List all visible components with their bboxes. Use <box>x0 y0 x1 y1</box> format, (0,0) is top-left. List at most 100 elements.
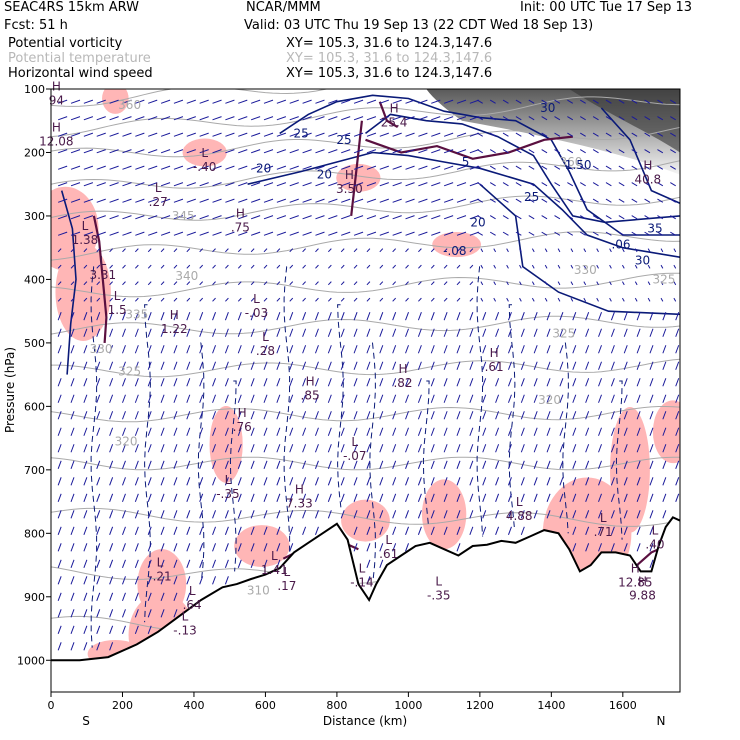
wind-vector <box>122 345 126 354</box>
wind-vector <box>57 510 62 519</box>
wind-vector <box>276 132 287 137</box>
wind-vector <box>417 493 422 502</box>
wind-vector <box>533 510 538 519</box>
wind-vector <box>456 99 467 104</box>
wind-vector <box>302 132 312 137</box>
wind-vector <box>392 248 397 253</box>
wind-vector <box>147 411 152 420</box>
wind-vector <box>533 411 538 420</box>
wind-vector <box>263 231 274 236</box>
wind-vector <box>237 328 242 337</box>
wind-vector <box>250 99 261 104</box>
wind-vector <box>160 312 165 321</box>
wind-vector <box>618 149 625 154</box>
wind-vector <box>392 361 397 370</box>
wind-vector <box>328 182 338 187</box>
wind-vector <box>480 297 484 302</box>
x-tick-label: 600 <box>255 699 276 712</box>
wind-vector <box>515 132 522 137</box>
wind-vector <box>515 215 522 220</box>
wind-vector <box>186 215 196 220</box>
wind-vector <box>96 526 101 535</box>
wind-vector <box>353 493 358 502</box>
wind-vector <box>456 215 467 220</box>
wind-vector <box>212 477 217 486</box>
wind-vector <box>212 215 222 220</box>
wind-vector <box>328 231 338 236</box>
wind-vector <box>83 592 88 601</box>
wind-vector <box>495 477 500 486</box>
wind-vector <box>96 592 101 601</box>
wind-vector <box>96 493 101 502</box>
wind-vector <box>70 592 75 601</box>
wind-vector <box>431 182 441 187</box>
x-axis-north-label: N <box>657 714 666 728</box>
wind-vector <box>70 559 75 568</box>
pv-extremum-value-label: -.07 <box>343 449 366 463</box>
wind-vector <box>327 510 332 519</box>
wind-speed-dashed-contour <box>422 380 430 524</box>
wind-vector <box>579 198 586 203</box>
wind-vector <box>70 281 75 286</box>
wind-contour-label: 25 <box>524 190 539 204</box>
wind-vector <box>148 182 158 187</box>
wind-vector <box>644 132 651 137</box>
wind-vector <box>263 394 268 403</box>
wind-vector <box>96 99 106 104</box>
wind-vector <box>443 427 448 436</box>
wind-vector <box>533 427 538 436</box>
forecast-hour-label: Fcst: 51 h <box>4 18 68 33</box>
wind-vector <box>366 231 377 236</box>
theta-contour-label: 360 <box>560 155 583 169</box>
wind-vector <box>559 460 564 469</box>
wind-vector <box>70 477 75 486</box>
wind-vector <box>70 132 81 137</box>
wind-vector <box>495 526 500 535</box>
wind-vector <box>134 378 139 387</box>
wind-vector <box>585 394 590 403</box>
wind-vector <box>224 543 229 552</box>
wind-vector <box>636 328 641 337</box>
wind-vector <box>263 99 274 104</box>
wind-vector <box>567 149 574 154</box>
wind-vector <box>670 231 676 236</box>
wind-vector <box>250 165 261 170</box>
wind-vector <box>482 427 487 436</box>
wind-vector <box>340 264 345 269</box>
wind-vector <box>134 411 139 420</box>
wind-vector <box>340 312 345 321</box>
wind-vector <box>430 328 435 337</box>
wind-vector <box>417 312 422 321</box>
wind-vector <box>489 149 496 154</box>
wind-vector <box>443 248 448 253</box>
wind-vector <box>675 345 680 354</box>
wind-vector <box>199 427 204 436</box>
wind-vector <box>237 510 242 519</box>
wind-vector <box>585 526 590 535</box>
wind-vector <box>405 231 415 236</box>
theta-contour-label: 330 <box>574 263 597 277</box>
wind-vector <box>559 312 564 321</box>
wind-vector <box>430 297 435 302</box>
wind-vector <box>392 198 402 203</box>
wind-vector <box>122 281 126 286</box>
wind-vector <box>160 510 165 519</box>
pv-extremum-type-label: H <box>345 168 354 182</box>
wind-vector <box>70 328 75 337</box>
wind-vector <box>469 378 474 387</box>
wind-vector <box>405 281 409 286</box>
model-label: SEAC4RS 15km ARW <box>4 0 140 15</box>
wind-vector <box>634 281 638 286</box>
wind-vector <box>528 132 535 137</box>
wind-vector <box>134 312 139 321</box>
y-tick-label: 900 <box>24 591 45 604</box>
wind-vector <box>199 182 209 187</box>
wind-vector <box>507 361 512 370</box>
wind-vector <box>405 264 409 269</box>
wind-vector <box>340 297 345 302</box>
wind-vector <box>636 460 641 469</box>
wind-vector <box>546 444 551 453</box>
theta-contour <box>51 195 680 221</box>
wind-vector <box>186 281 191 286</box>
wind-vector <box>649 411 654 420</box>
